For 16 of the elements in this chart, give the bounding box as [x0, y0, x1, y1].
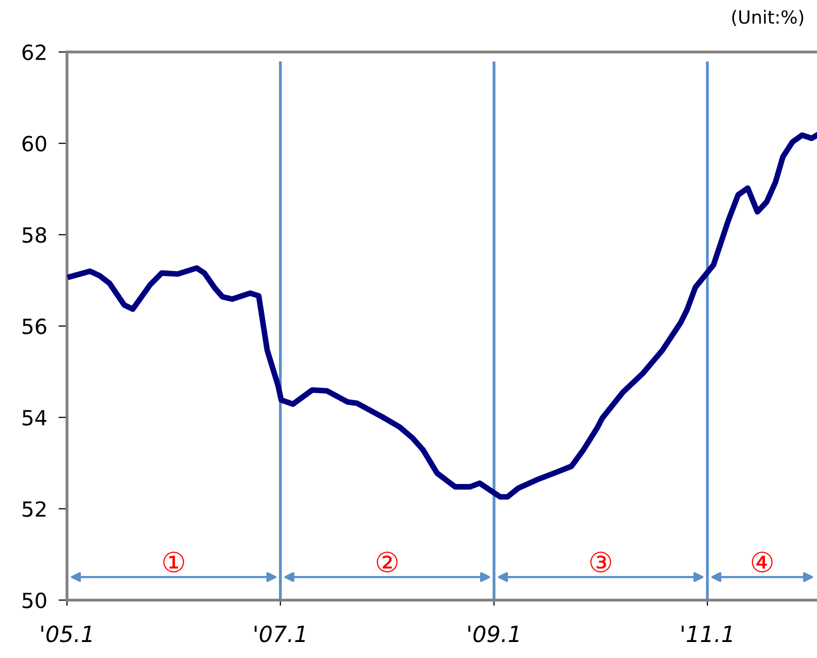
y-tick-label: 50: [22, 592, 46, 608]
y-tick-label: 54: [22, 410, 46, 426]
x-tick-label: '07.1: [254, 625, 305, 642]
y-tick-label: 58: [22, 227, 46, 243]
x-tick-label: '09.1: [468, 625, 518, 642]
x-tick-label: '05.1: [41, 625, 92, 642]
y-tick-label: 60: [22, 136, 46, 152]
y-tick-label: 62: [22, 44, 46, 60]
annotation: ④: [752, 552, 773, 572]
y-tick-label: 52: [22, 501, 46, 517]
x-tick-label: '11.1: [682, 626, 732, 642]
text: (Unit:%): [732, 10, 804, 26]
annotation: ③: [590, 552, 612, 572]
y-tick-label: 56: [22, 318, 46, 334]
annotation: ②: [376, 552, 398, 572]
annotation: ①: [163, 552, 184, 572]
